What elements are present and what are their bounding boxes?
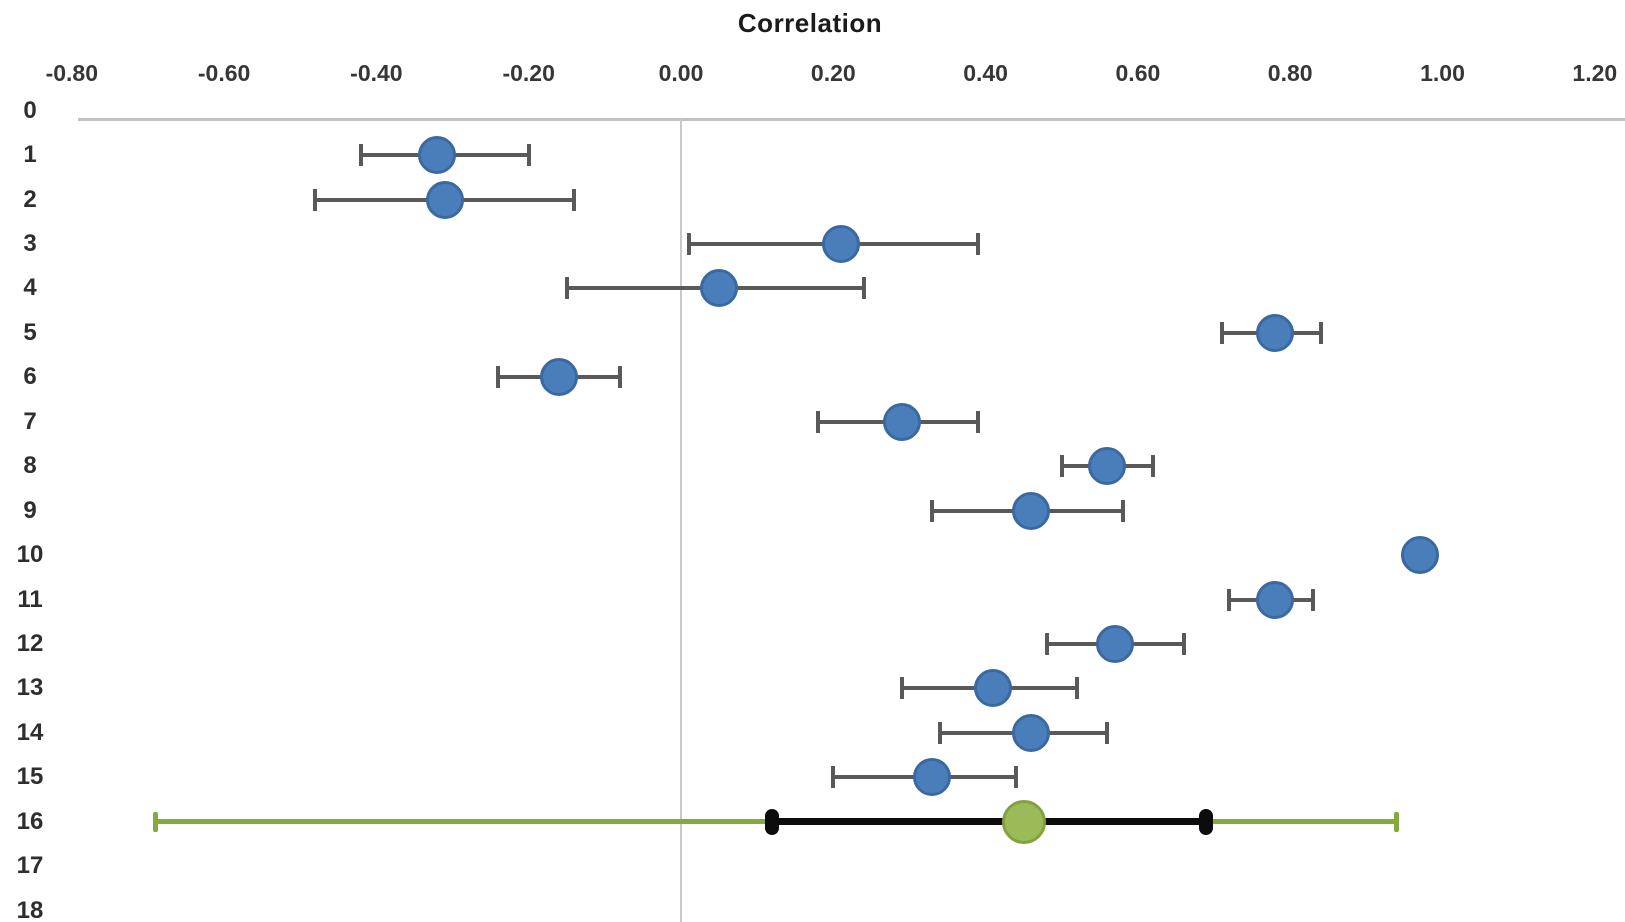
x-axis-tick-label: -0.20 [502, 60, 555, 86]
summary-outer-cap [1394, 811, 1400, 832]
summary-inner-cap [765, 808, 780, 835]
x-axis-tick-label: 1.00 [1420, 60, 1465, 86]
x-axis-tick-label: 0.20 [810, 60, 856, 86]
error-bar-cap [1311, 588, 1316, 611]
error-bar-cap [1044, 633, 1049, 655]
error-bar-cap [930, 499, 935, 522]
x-axis-tick-label: 1.20 [1572, 60, 1618, 86]
y-axis-tick-label: 15 [16, 763, 44, 791]
y-axis-tick-label: 17 [16, 852, 44, 880]
data-point [1012, 713, 1051, 752]
data-point [1400, 536, 1439, 575]
data-point [974, 669, 1013, 708]
x-axis-tick-label: 0.40 [963, 60, 1008, 86]
error-bar-cap [975, 410, 980, 433]
data-point [1096, 625, 1135, 663]
error-bar-cap [1120, 499, 1125, 522]
y-axis-tick-label: 10 [16, 541, 44, 569]
data-point [1255, 580, 1294, 619]
error-bar-cap [359, 144, 364, 167]
error-bar-cap [313, 188, 318, 211]
summary-outer-cap [153, 811, 159, 832]
x-axis-tick-label: 0.60 [1115, 60, 1161, 86]
y-axis-tick-label: 3 [23, 229, 37, 257]
y-axis-tick-label: 12 [16, 630, 44, 657]
error-bar-cap [572, 188, 577, 211]
y-axis-tick-label: 7 [23, 407, 37, 435]
data-point [425, 180, 464, 219]
y-axis-tick-label: 5 [23, 318, 37, 346]
error-bar-cap [496, 366, 501, 389]
error-bar-cap [899, 677, 904, 700]
zero-gridline [680, 119, 682, 922]
error-bar-cap [1105, 721, 1110, 744]
error-bar-cap [1318, 321, 1323, 344]
x-axis-tick-label: 0.00 [658, 60, 704, 86]
data-point [1255, 313, 1294, 352]
data-point [821, 224, 860, 263]
error-bar-cap [831, 766, 836, 789]
error-bar-cap [564, 277, 569, 300]
summary-point [1001, 799, 1046, 844]
chart-title: Correlation [737, 8, 883, 38]
y-axis-tick-label: 18 [16, 896, 44, 922]
error-bar-cap [1181, 633, 1186, 655]
y-axis-tick-label: 1 [23, 141, 37, 169]
error-bar-cap [1227, 588, 1232, 611]
x-axis-tick-label: -0.80 [45, 60, 99, 86]
y-axis-tick-label: 6 [23, 363, 37, 391]
data-point [1012, 491, 1051, 530]
summary-inner-bar [772, 818, 1207, 826]
y-axis-tick-label: 8 [23, 452, 37, 480]
error-bar-cap [861, 277, 866, 300]
x-axis-tick-label: 0.80 [1267, 60, 1313, 86]
y-axis-tick-label: 14 [16, 718, 44, 746]
error-bar-cap [975, 232, 980, 255]
x-axis-line [78, 118, 1625, 121]
error-bar-cap [1219, 321, 1224, 344]
error-bar-cap [618, 366, 623, 389]
data-point [1088, 447, 1127, 486]
data-point [882, 402, 921, 441]
y-axis-tick-label: 16 [16, 807, 44, 835]
error-bar-cap [686, 232, 691, 255]
error-bar-cap [816, 410, 821, 433]
error-bar-cap [1014, 766, 1019, 789]
error-bar-cap [937, 721, 942, 744]
y-axis-tick-label: 11 [17, 585, 43, 613]
error-bar-cap [1059, 455, 1064, 478]
error-bar-cap [1074, 677, 1079, 700]
data-point [418, 136, 457, 175]
data-point [913, 758, 952, 797]
error-bar-cap [1151, 455, 1156, 478]
x-axis-tick-label: -0.60 [197, 60, 251, 86]
summary-inner-cap [1199, 808, 1214, 835]
x-axis-tick-label: -0.40 [350, 60, 403, 86]
y-axis-tick-label: 13 [16, 674, 44, 702]
y-axis-tick-label: 0 [23, 96, 37, 124]
data-point [700, 269, 739, 308]
data-point [540, 358, 579, 397]
y-axis-tick-label: 4 [23, 274, 37, 302]
y-axis-tick-label: 2 [23, 185, 37, 213]
error-bar-cap [526, 144, 531, 167]
y-axis-tick-label: 9 [23, 496, 37, 524]
